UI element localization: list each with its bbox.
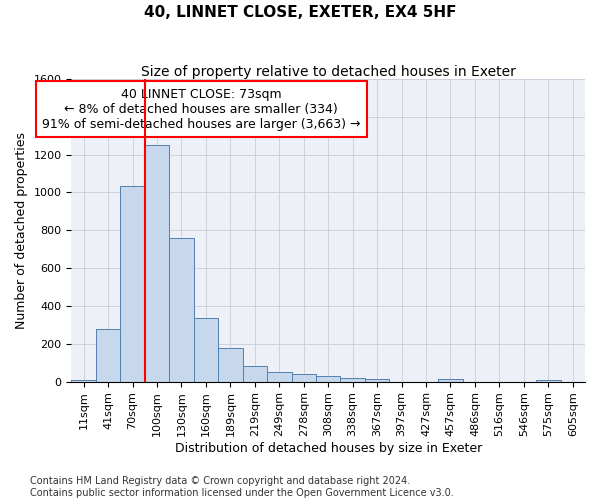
Bar [218,348,242,382]
Bar [121,186,145,382]
Bar [96,328,121,382]
Bar [292,374,316,382]
Bar [365,380,389,382]
Bar [316,376,340,382]
Text: Contains HM Land Registry data © Crown copyright and database right 2024.
Contai: Contains HM Land Registry data © Crown c… [30,476,454,498]
Text: 40, LINNET CLOSE, EXETER, EX4 5HF: 40, LINNET CLOSE, EXETER, EX4 5HF [144,5,456,20]
Bar [267,372,292,382]
Bar [169,238,194,382]
X-axis label: Distribution of detached houses by size in Exeter: Distribution of detached houses by size … [175,442,482,455]
Title: Size of property relative to detached houses in Exeter: Size of property relative to detached ho… [141,65,515,79]
Bar [438,379,463,382]
Bar [536,380,560,382]
Bar [71,380,96,382]
Text: 40 LINNET CLOSE: 73sqm
← 8% of detached houses are smaller (334)
91% of semi-det: 40 LINNET CLOSE: 73sqm ← 8% of detached … [42,88,360,130]
Bar [242,366,267,382]
Bar [145,145,169,382]
Y-axis label: Number of detached properties: Number of detached properties [15,132,28,329]
Bar [340,378,365,382]
Bar [194,318,218,382]
